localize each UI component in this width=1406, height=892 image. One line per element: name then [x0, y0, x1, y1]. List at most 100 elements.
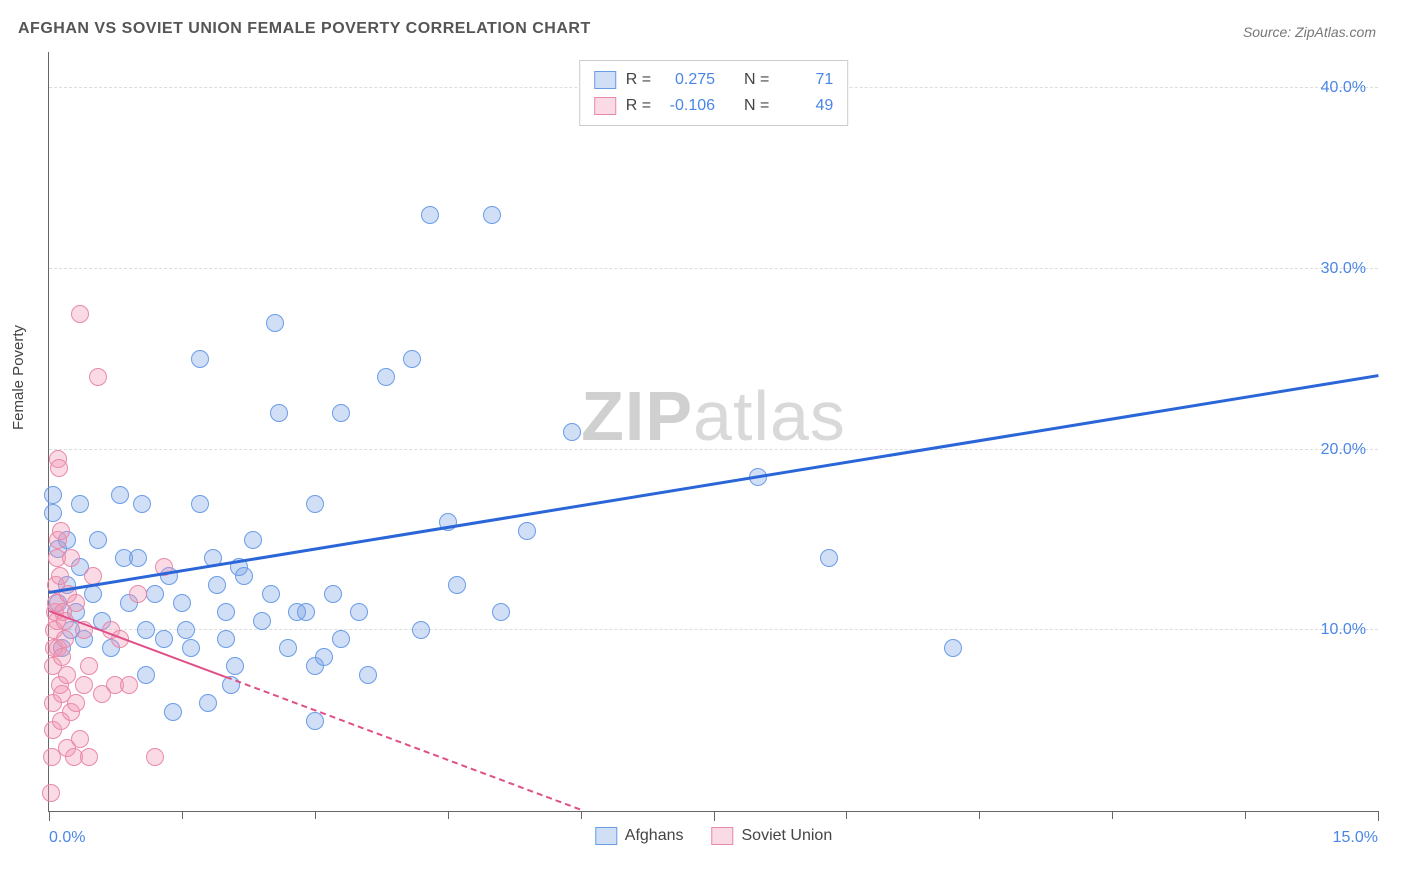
- data-point: [129, 549, 147, 567]
- data-point: [173, 594, 191, 612]
- legend-series: Afghans Soviet Union: [595, 827, 832, 845]
- watermark-atlas: atlas: [693, 377, 846, 455]
- data-point: [44, 504, 62, 522]
- x-minor-tick: [315, 811, 316, 819]
- data-point: [137, 666, 155, 684]
- legend-n-value-soviet: 49: [779, 93, 833, 119]
- data-point: [80, 657, 98, 675]
- y-tick-label: 20.0%: [1321, 441, 1366, 459]
- data-point: [120, 676, 138, 694]
- data-point: [89, 368, 107, 386]
- data-point: [944, 639, 962, 657]
- data-point: [111, 486, 129, 504]
- y-tick-label: 40.0%: [1321, 79, 1366, 97]
- x-minor-tick: [182, 811, 183, 819]
- x-tick: [49, 811, 50, 821]
- data-point: [350, 603, 368, 621]
- x-tick-label: 15.0%: [1333, 829, 1378, 847]
- data-point: [324, 585, 342, 603]
- legend-item-soviet: Soviet Union: [712, 827, 833, 845]
- y-tick-label: 10.0%: [1321, 621, 1366, 639]
- data-point: [226, 657, 244, 675]
- data-point: [820, 549, 838, 567]
- data-point: [58, 666, 76, 684]
- chart-title: AFGHAN VS SOVIET UNION FEMALE POVERTY CO…: [18, 20, 591, 38]
- legend-correlation-box: R = 0.275 N = 71 R = -0.106 N = 49: [579, 60, 849, 126]
- x-minor-tick: [581, 811, 582, 819]
- data-point: [42, 784, 60, 802]
- legend-item-afghans: Afghans: [595, 827, 684, 845]
- data-point: [53, 648, 71, 666]
- trend-line: [49, 610, 227, 678]
- legend-r-value-soviet: -0.106: [661, 93, 715, 119]
- x-minor-tick: [1112, 811, 1113, 819]
- data-point: [235, 567, 253, 585]
- data-point: [129, 585, 147, 603]
- data-point: [71, 730, 89, 748]
- data-point: [71, 495, 89, 513]
- gridline: [49, 268, 1378, 269]
- trend-line: [226, 677, 581, 811]
- data-point: [262, 585, 280, 603]
- data-point: [67, 694, 85, 712]
- legend-swatch-soviet: [594, 97, 616, 115]
- legend-row-afghans: R = 0.275 N = 71: [594, 67, 834, 93]
- data-point: [208, 576, 226, 594]
- data-point: [492, 603, 510, 621]
- data-point: [266, 314, 284, 332]
- data-point: [182, 639, 200, 657]
- data-point: [67, 594, 85, 612]
- data-point: [50, 459, 68, 477]
- legend-label-afghans: Afghans: [625, 827, 684, 845]
- data-point: [377, 368, 395, 386]
- legend-r-value-afghans: 0.275: [661, 67, 715, 93]
- x-minor-tick: [979, 811, 980, 819]
- data-point: [217, 603, 235, 621]
- trend-line: [49, 374, 1378, 594]
- x-tick: [1378, 811, 1379, 821]
- data-point: [297, 603, 315, 621]
- data-point: [62, 549, 80, 567]
- legend-n-label: N =: [744, 67, 769, 93]
- data-point: [51, 567, 69, 585]
- y-axis-label: Female Poverty: [10, 325, 27, 430]
- data-point: [253, 612, 271, 630]
- data-point: [177, 621, 195, 639]
- data-point: [563, 423, 581, 441]
- data-point: [191, 350, 209, 368]
- x-minor-tick: [1245, 811, 1246, 819]
- legend-swatch-afghans: [594, 71, 616, 89]
- scatter-plot-area: ZIPatlas R = 0.275 N = 71 R = -0.106 N =…: [48, 52, 1378, 812]
- data-point: [84, 585, 102, 603]
- data-point: [56, 630, 74, 648]
- data-point: [199, 694, 217, 712]
- data-point: [146, 748, 164, 766]
- x-minor-tick: [846, 811, 847, 819]
- data-point: [133, 495, 151, 513]
- data-point: [217, 630, 235, 648]
- data-point: [80, 748, 98, 766]
- data-point: [71, 305, 89, 323]
- data-point: [412, 621, 430, 639]
- data-point: [332, 404, 350, 422]
- data-point: [421, 206, 439, 224]
- data-point: [75, 676, 93, 694]
- legend-swatch-afghans: [595, 827, 617, 845]
- data-point: [448, 576, 466, 594]
- watermark-zip: ZIP: [581, 377, 693, 455]
- data-point: [315, 648, 333, 666]
- legend-label-soviet: Soviet Union: [742, 827, 833, 845]
- data-point: [306, 712, 324, 730]
- data-point: [137, 621, 155, 639]
- data-point: [403, 350, 421, 368]
- data-point: [89, 531, 107, 549]
- gridline: [49, 449, 1378, 450]
- legend-n-value-afghans: 71: [779, 67, 833, 93]
- source-label: Source: ZipAtlas.com: [1243, 24, 1376, 40]
- data-point: [44, 486, 62, 504]
- data-point: [244, 531, 262, 549]
- data-point: [270, 404, 288, 422]
- legend-n-label: N =: [744, 93, 769, 119]
- data-point: [306, 495, 324, 513]
- data-point: [359, 666, 377, 684]
